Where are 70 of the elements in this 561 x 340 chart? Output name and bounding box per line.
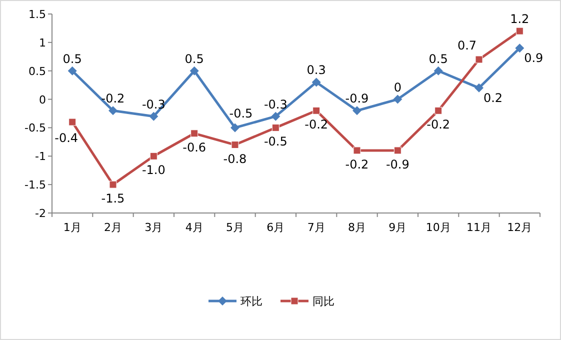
annotation: -0.2 [345,157,369,172]
data-label: 0.3 [306,63,326,78]
data-label: 0.7 [457,38,477,52]
y-tick-label: 0 [39,93,46,106]
point [68,118,76,126]
data-label: 0.5 [428,52,448,66]
data-label: -0.2 [101,92,125,106]
data-label: -0.9 [386,157,410,172]
legend-label: 环比 [240,295,262,308]
data-label: -0.5 [229,106,253,121]
x-tick-label: 5月 [226,221,244,234]
point [516,27,524,35]
y-tick-label: 1.5 [28,8,46,21]
x-tick-label: 6月 [266,221,285,234]
data-label: 0.9 [524,51,544,66]
point [474,83,484,92]
x-tick-label: 9月 [388,221,407,234]
x-tick-label: 7月 [307,221,326,234]
data-label: -0.3 [142,97,166,112]
x-tick-label: 1月 [63,221,82,234]
point [190,66,199,76]
y-tick-label: 1 [39,36,46,50]
point [393,94,402,104]
data-label: 1.2 [510,12,530,26]
point [312,78,321,87]
y-tick-label: -1.5 [24,178,46,192]
data-label: 0 [394,80,402,94]
data-label: -0.3 [264,97,288,112]
point [271,112,280,121]
point [434,66,443,76]
data-label: 0.5 [184,52,204,66]
x-tick-label: 10月 [426,221,451,234]
x-tick-label: 3月 [144,221,163,234]
point [272,124,280,132]
point [312,106,320,114]
point [68,66,77,76]
y-tick-label: -0.5 [24,122,46,135]
y-tick-label: -2 [35,207,46,220]
point [149,112,158,121]
point [434,106,442,114]
point [150,152,158,160]
data-label: 0.5 [62,52,82,66]
point [515,44,524,53]
data-label: -0.2 [426,118,450,132]
x-tick-label: 8月 [348,221,366,234]
data-label: -0.4 [54,131,78,146]
data-label: -0.8 [223,152,247,166]
data-label: -0.2 [304,118,328,132]
data-label: -1.5 [101,192,125,206]
annotation: -0.9 [345,92,369,106]
data-label: -1.0 [142,163,166,178]
x-tick-label: 4月 [185,221,204,234]
point [394,146,402,154]
data-label: 0.2 [483,90,503,105]
point [108,106,118,116]
point [231,141,239,149]
y-tick-label: 0.5 [28,64,46,78]
point [230,123,240,132]
x-tick-label: 11月 [466,221,492,234]
data-label: -0.6 [182,140,206,154]
y-tick-label: -1 [35,150,46,164]
legend-label: 同比 [312,295,334,308]
point [109,180,117,188]
x-tick-label: 2月 [104,221,122,234]
point [475,56,483,64]
data-label: -0.5 [264,134,288,149]
point [352,106,362,116]
point [190,130,198,138]
x-tick-label: 12月 [507,221,532,234]
point [353,146,361,154]
